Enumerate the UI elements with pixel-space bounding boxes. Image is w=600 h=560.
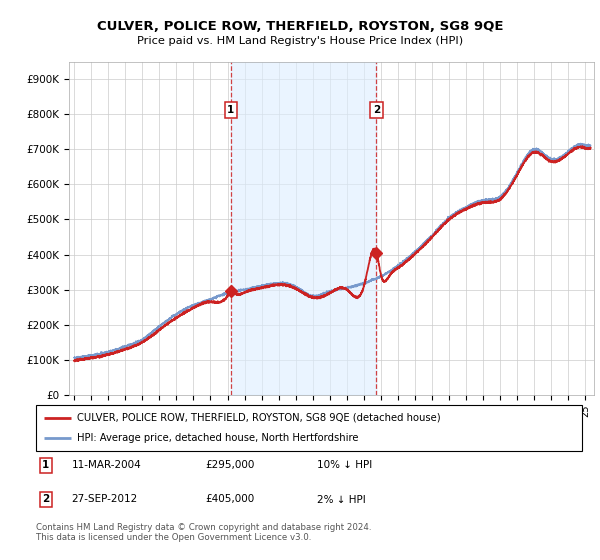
- Text: 2% ↓ HPI: 2% ↓ HPI: [317, 494, 366, 505]
- FancyBboxPatch shape: [36, 405, 582, 451]
- Text: CULVER, POLICE ROW, THERFIELD, ROYSTON, SG8 9QE: CULVER, POLICE ROW, THERFIELD, ROYSTON, …: [97, 20, 503, 32]
- Text: 1: 1: [42, 460, 49, 470]
- Text: Price paid vs. HM Land Registry's House Price Index (HPI): Price paid vs. HM Land Registry's House …: [137, 36, 463, 46]
- Text: 27-SEP-2012: 27-SEP-2012: [71, 494, 138, 505]
- Text: £295,000: £295,000: [205, 460, 254, 470]
- Text: 10% ↓ HPI: 10% ↓ HPI: [317, 460, 373, 470]
- Text: CULVER, POLICE ROW, THERFIELD, ROYSTON, SG8 9QE (detached house): CULVER, POLICE ROW, THERFIELD, ROYSTON, …: [77, 413, 440, 423]
- Text: 2: 2: [42, 494, 49, 505]
- Text: 1: 1: [227, 105, 235, 115]
- Text: 11-MAR-2004: 11-MAR-2004: [71, 460, 141, 470]
- Text: Contains HM Land Registry data © Crown copyright and database right 2024.
This d: Contains HM Land Registry data © Crown c…: [36, 523, 371, 543]
- Text: HPI: Average price, detached house, North Hertfordshire: HPI: Average price, detached house, Nort…: [77, 433, 358, 443]
- Text: £405,000: £405,000: [205, 494, 254, 505]
- Text: 2: 2: [373, 105, 380, 115]
